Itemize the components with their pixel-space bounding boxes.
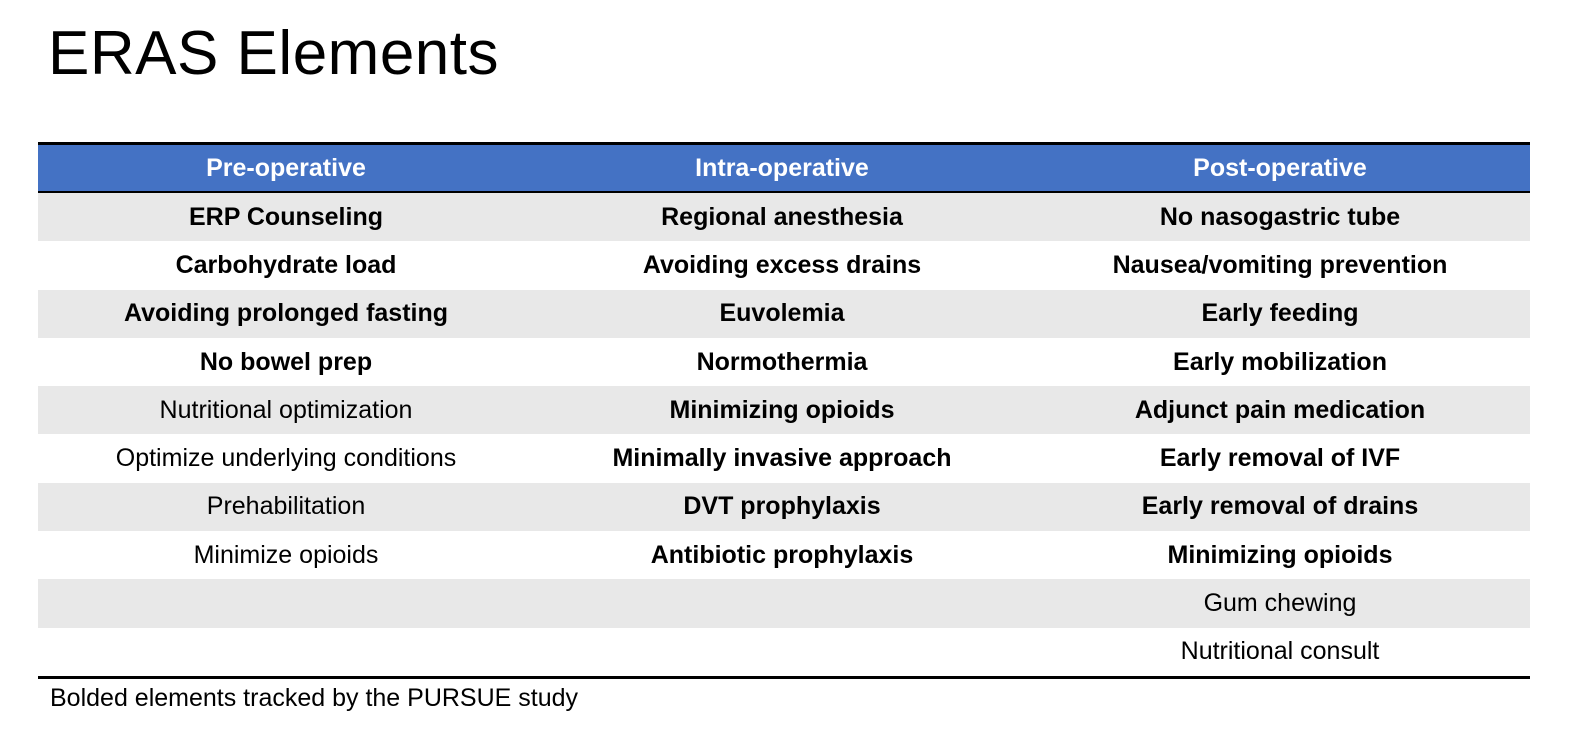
table-cell: Adjunct pain medication	[1030, 386, 1530, 435]
table-header-row: Pre-operative Intra-operative Post-opera…	[38, 143, 1530, 193]
table-cell	[38, 579, 534, 628]
table-cell: Minimally invasive approach	[534, 434, 1030, 483]
eras-elements-table-container: Pre-operative Intra-operative Post-opera…	[38, 142, 1530, 679]
table-cell: Early feeding	[1030, 289, 1530, 338]
header-pre-operative: Pre-operative	[38, 143, 534, 193]
table-cell: Minimizing opioids	[1030, 531, 1530, 580]
table-cell: Regional anesthesia	[534, 192, 1030, 242]
table-row: Optimize underlying conditions Minimally…	[38, 434, 1530, 483]
table-cell: Minimizing opioids	[534, 386, 1030, 435]
table-row: Carbohydrate load Avoiding excess drains…	[38, 241, 1530, 290]
header-intra-operative: Intra-operative	[534, 143, 1030, 193]
table-cell: Early removal of IVF	[1030, 434, 1530, 483]
table-row: Nutritional consult	[38, 627, 1530, 678]
eras-elements-table: Pre-operative Intra-operative Post-opera…	[38, 142, 1530, 679]
table-cell: Nutritional consult	[1030, 627, 1530, 678]
table-cell: Antibiotic prophylaxis	[534, 531, 1030, 580]
table-cell: ERP Counseling	[38, 192, 534, 242]
table-cell: Carbohydrate load	[38, 241, 534, 290]
slide-title: ERAS Elements	[48, 19, 500, 88]
table-cell: DVT prophylaxis	[534, 482, 1030, 532]
table-row: Gum chewing	[38, 579, 1530, 628]
table-cell: Nutritional optimization	[38, 386, 534, 435]
table-cell: Early mobilization	[1030, 337, 1530, 387]
table-row: Nutritional optimization Minimizing opio…	[38, 386, 1530, 435]
table-cell: Early removal of drains	[1030, 482, 1530, 532]
table-cell: No bowel prep	[38, 337, 534, 387]
table-cell: Optimize underlying conditions	[38, 434, 534, 483]
table-cell: Avoiding excess drains	[534, 241, 1030, 290]
table-cell: Minimize opioids	[38, 531, 534, 580]
table-cell: Prehabilitation	[38, 482, 534, 532]
table-cell	[534, 579, 1030, 628]
footnote: Bolded elements tracked by the PURSUE st…	[50, 684, 579, 712]
table-cell	[38, 627, 534, 678]
table-cell: No nasogastric tube	[1030, 192, 1530, 242]
table-cell: Euvolemia	[534, 289, 1030, 338]
table-row: No bowel prep Normothermia Early mobiliz…	[38, 337, 1530, 387]
table-row: Minimize opioids Antibiotic prophylaxis …	[38, 531, 1530, 580]
table-row: ERP Counseling Regional anesthesia No na…	[38, 192, 1530, 242]
table-cell: Nausea/vomiting prevention	[1030, 241, 1530, 290]
table-row: Prehabilitation DVT prophylaxis Early re…	[38, 482, 1530, 532]
table-body: ERP Counseling Regional anesthesia No na…	[38, 192, 1530, 678]
table-cell: Normothermia	[534, 337, 1030, 387]
table-row: Avoiding prolonged fasting Euvolemia Ear…	[38, 289, 1530, 338]
table-cell: Avoiding prolonged fasting	[38, 289, 534, 338]
header-post-operative: Post-operative	[1030, 143, 1530, 193]
table-cell: Gum chewing	[1030, 579, 1530, 628]
table-cell	[534, 627, 1030, 678]
